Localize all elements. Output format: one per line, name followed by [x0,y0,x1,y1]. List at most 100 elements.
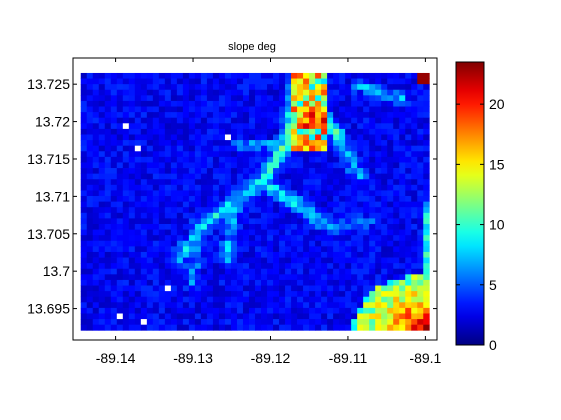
heatmap-cell [176,246,184,253]
heatmap-cell [303,302,310,309]
heatmap-cell [345,285,352,292]
heatmap-cell [363,89,370,96]
heatmap-cell [273,179,280,186]
heatmap-cell [248,168,256,175]
heatmap-cell [423,72,430,79]
heatmap-cell [351,246,358,253]
heatmap-cell [182,106,190,113]
heatmap-cell [116,112,124,119]
heatmap-cell [134,313,142,320]
heatmap-cell [273,212,280,219]
heatmap-cell [291,201,298,208]
heatmap-cell [273,173,280,180]
heatmap-cell [411,112,418,119]
heatmap-cell [315,313,322,320]
heatmap-cell [273,78,280,85]
heatmap-cell [393,223,400,230]
heatmap-cell [339,173,346,180]
heatmap-cell [291,106,298,113]
heatmap-cell [327,78,334,85]
heatmap-cell [261,313,268,320]
heatmap-cell [375,134,382,141]
heatmap-cell [315,285,322,292]
heatmap-cell [363,274,370,281]
heatmap-cell [333,106,340,113]
heatmap-cell [224,313,232,320]
heatmap-cell [176,112,184,119]
heatmap-cell [297,112,304,119]
heatmap-cell [411,285,418,292]
heatmap-cell [291,134,298,141]
heatmap-cell [267,190,274,197]
heatmap-cell [423,89,430,96]
heatmap-cell [381,190,388,197]
heatmap-cell [405,223,412,230]
heatmap-cell [164,240,172,247]
heatmap-cell [218,78,226,85]
heatmap-cell [92,106,100,113]
heatmap-cell [405,156,412,163]
heatmap-cell [279,190,286,197]
heatmap-cell [321,84,328,91]
heatmap-cell [242,112,250,119]
heatmap-cell [267,112,274,119]
heatmap-cell [399,117,406,124]
heatmap-cell [381,263,388,270]
heatmap-cell [291,156,298,163]
heatmap-cell [345,307,352,314]
heatmap-cell [86,190,94,197]
heatmap-cell [134,263,142,270]
heatmap-cell [170,319,178,326]
heatmap-cell [291,190,298,197]
heatmap-cell [182,145,190,152]
heatmap-cell [92,296,100,303]
heatmap-cell [134,285,142,292]
heatmap-cell [345,291,352,298]
heatmap-cell [321,168,328,175]
heatmap-cell [279,307,286,314]
heatmap-cell [273,263,280,270]
heatmap-cell [393,229,400,236]
heatmap-cell [333,229,340,236]
heatmap-cell [248,145,256,152]
heatmap-cell [176,140,184,147]
heatmap-cell [405,190,412,197]
heatmap-cell [152,296,160,303]
heatmap-cell [170,240,178,247]
heatmap-cell [417,151,424,158]
heatmap-cell [405,106,412,113]
heatmap-cell [273,229,280,236]
heatmap-cell [194,123,202,130]
heatmap-cell [393,168,400,175]
heatmap-cell [188,84,196,91]
heatmap-cell [98,313,106,320]
heatmap-cell [261,223,268,230]
heatmap-cell [236,257,244,264]
heatmap-cell [261,196,268,203]
heatmap-cell [170,302,178,309]
heatmap-cell [194,307,202,314]
heatmap-cell [194,128,202,135]
heatmap-cell [194,156,202,163]
heatmap-cell [309,78,316,85]
heatmap-cell [399,123,406,130]
heatmap-cell [182,173,190,180]
heatmap-cell [369,196,376,203]
heatmap-cell [122,117,130,124]
heatmap-cell [315,307,322,314]
heatmap-cell [158,89,166,96]
heatmap-cell [333,268,340,275]
heatmap-cell [170,207,178,214]
heatmap-cell [86,117,94,124]
heatmap-cell [393,307,400,314]
heatmap-cell [327,151,334,158]
heatmap-cell [200,212,208,219]
heatmap-cell [423,151,430,158]
heatmap-cell [333,128,340,135]
heatmap-cell [170,106,178,113]
heatmap-cell [92,263,100,270]
heatmap-cell [363,212,370,219]
heatmap-cell [327,100,334,107]
heatmap-cell [333,207,340,214]
